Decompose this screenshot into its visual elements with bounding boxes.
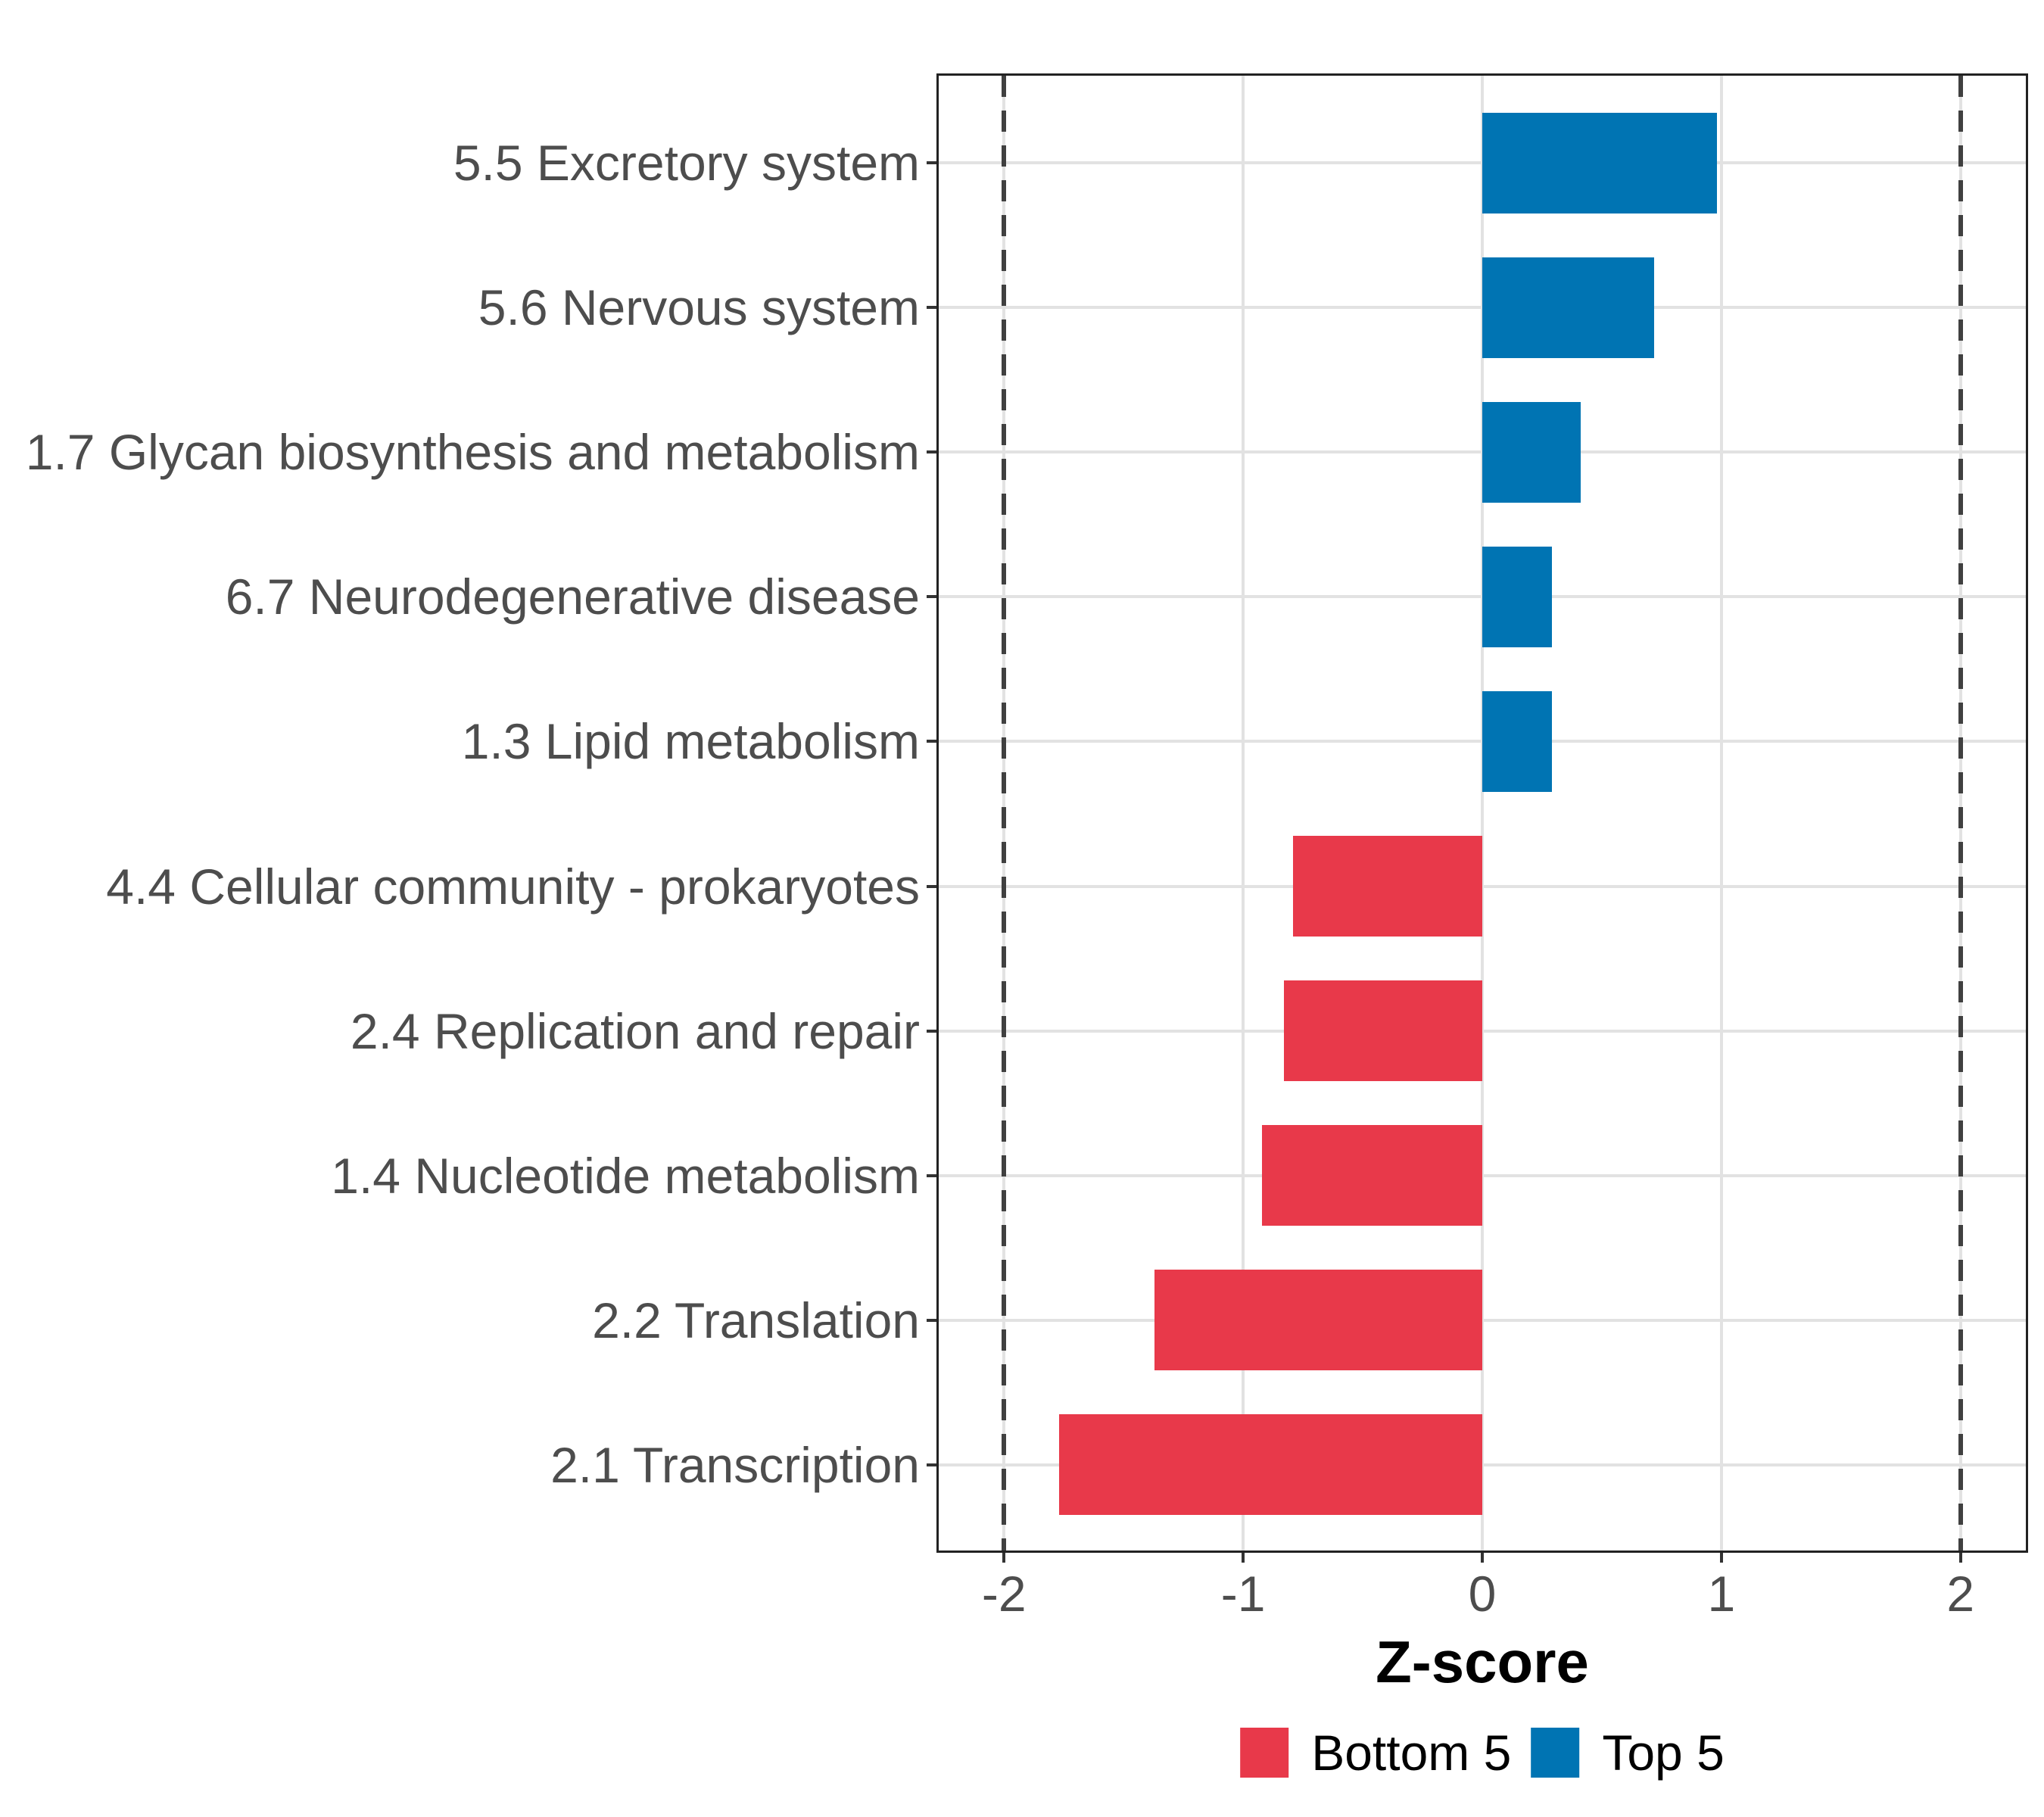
legend-item-top5: Top 5 (1531, 1725, 1725, 1781)
y-tick (927, 740, 939, 743)
legend-item-bottom5: Bottom 5 (1240, 1728, 1511, 1778)
x-gridline (1481, 76, 1484, 1551)
y-axis-label: 1.7 Glycan biosynthesis and metabolism (25, 424, 920, 481)
bar (1293, 836, 1482, 937)
y-gridline (939, 884, 2026, 888)
x-tick (1002, 1551, 1006, 1563)
legend: Bottom 5 Top 5 (1240, 1728, 1725, 1778)
y-axis-label: 1.4 Nucleotide metabolism (331, 1147, 920, 1204)
y-axis-label: 4.4 Cellular community - prokaryotes (106, 858, 920, 915)
x-tick-label: 1 (1707, 1566, 1736, 1622)
bar (1262, 1125, 1482, 1226)
plot-panel-border (936, 73, 2028, 1553)
bar (1482, 257, 1655, 358)
y-axis-label: 2.2 Translation (592, 1292, 920, 1348)
x-gridline (1719, 76, 1723, 1551)
bar (1058, 1414, 1482, 1516)
x-axis-title: Z-score (1376, 1628, 1589, 1695)
y-gridline (939, 1463, 2026, 1466)
y-tick (927, 161, 939, 164)
y-tick (927, 1318, 939, 1322)
y-tick (927, 884, 939, 888)
y-axis-label: 2.4 Replication and repair (350, 1002, 920, 1059)
legend-swatch-top5-icon (1531, 1728, 1580, 1778)
legend-label-bottom5: Bottom 5 (1311, 1725, 1512, 1781)
legend-label-top5: Top 5 (1602, 1725, 1725, 1781)
bar (1482, 690, 1552, 792)
y-tick (927, 450, 939, 454)
reference-line-dashed (1958, 76, 1963, 1551)
bar (1154, 1270, 1482, 1371)
y-tick (927, 595, 939, 599)
y-axis-label: 5.5 Excretory system (453, 135, 920, 191)
bar (1482, 401, 1581, 503)
x-tick (1481, 1551, 1484, 1563)
y-tick (927, 306, 939, 310)
y-gridline (939, 1029, 2026, 1033)
bar (1482, 112, 1717, 213)
y-axis-label: 5.6 Nervous system (478, 279, 920, 336)
x-tick (1242, 1551, 1245, 1563)
y-tick (927, 1463, 939, 1466)
bar (1283, 980, 1482, 1082)
y-gridline (939, 1318, 2026, 1322)
reference-line-dashed (1002, 76, 1007, 1551)
x-tick-label: -2 (981, 1566, 1027, 1622)
legend-swatch-bottom5-icon (1240, 1728, 1289, 1778)
y-axis-label: 6.7 Neurodegenerative disease (225, 569, 920, 625)
y-gridline (939, 1173, 2026, 1177)
y-tick (927, 1029, 939, 1033)
x-tick-label: 0 (1468, 1566, 1497, 1622)
y-axis-label: 1.3 Lipid metabolism (461, 713, 920, 770)
x-gridline (1242, 76, 1245, 1551)
x-tick-label: -1 (1220, 1566, 1266, 1622)
x-tick-label: 2 (1946, 1566, 1975, 1622)
y-axis-label: 2.1 Transcription (550, 1436, 920, 1493)
y-tick (927, 1173, 939, 1177)
bar (1482, 546, 1552, 647)
x-tick (1719, 1551, 1723, 1563)
x-tick (1958, 1551, 1962, 1563)
